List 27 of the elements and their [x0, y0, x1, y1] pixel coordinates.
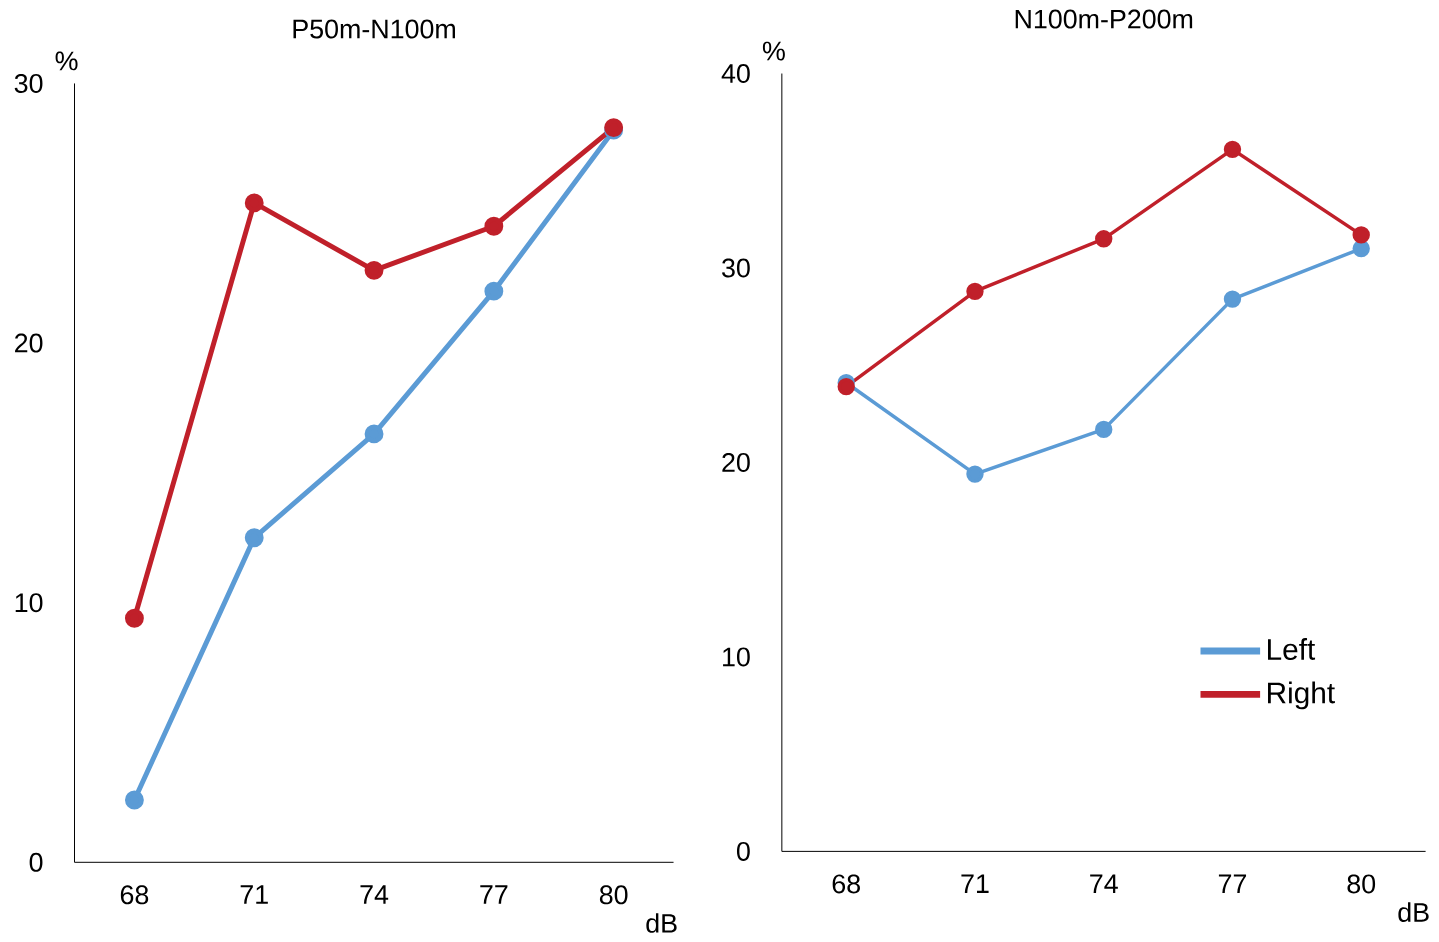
x-axis-title: dB	[1398, 902, 1429, 923]
x-axis-title: dB	[646, 913, 677, 933]
x-tick-label: 74	[1090, 874, 1118, 893]
x-tick-label: 77	[480, 885, 508, 904]
y-tick-label: 20	[15, 333, 43, 353]
y-tick-label: 10	[15, 593, 43, 613]
x-tick-label: 68	[120, 885, 149, 905]
x-tick-label: 80	[1347, 874, 1376, 894]
y-axis-title: %	[762, 41, 785, 61]
y-tick-label: 10	[723, 647, 750, 667]
chart-title: N100m-P200m	[1015, 9, 1193, 29]
legend-label: Left	[1268, 638, 1316, 661]
y-tick-label: 20	[722, 453, 750, 473]
legend-label: Right	[1268, 681, 1335, 710]
y-tick-label: 40	[721, 64, 750, 84]
x-tick-label: 71	[240, 885, 268, 904]
y-tick-label: 30	[722, 258, 750, 278]
x-tick-label: 77	[1218, 874, 1247, 893]
x-tick-label: 68	[832, 874, 860, 894]
x-tick-label: 80	[599, 885, 628, 905]
chart-title: P50m-N100m	[293, 19, 455, 39]
x-tick-label: 71	[961, 874, 989, 893]
y-tick-label: 30	[14, 74, 43, 94]
y-tick-label: 0	[29, 852, 43, 872]
x-tick-label: 74	[360, 885, 389, 904]
y-tick-label: 0	[736, 841, 750, 861]
y-axis-title: %	[55, 51, 78, 71]
